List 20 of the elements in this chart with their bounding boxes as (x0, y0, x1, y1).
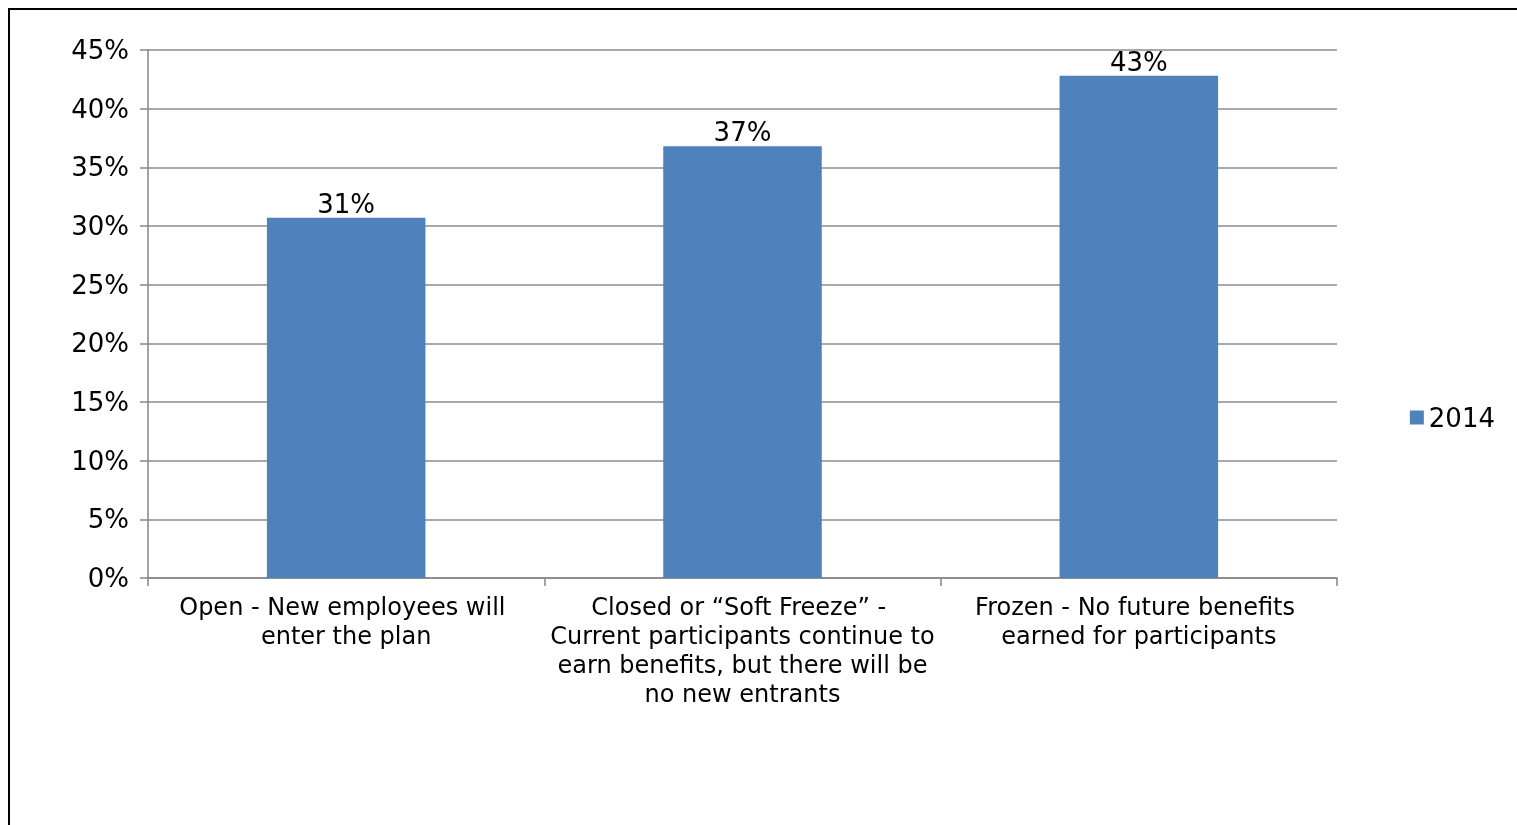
data-label: 37% (713, 117, 772, 148)
data-label: 31% (317, 188, 376, 219)
x-tick-label: Frozen - No future benefits earned for participants (975, 592, 1303, 650)
x-tick-label: Open - New employees will enter the plan (179, 592, 514, 650)
y-tick-label: 35% (71, 152, 129, 183)
y-tick-label: 30% (71, 211, 129, 241)
y-tick-label: 25% (71, 269, 129, 300)
x-tick-label: Closed or “Soft Freeze” - Current participants continue to earn benefits, but there will be no new entrants (549, 592, 936, 708)
y-tick-label: 40% (71, 93, 129, 124)
data-label: 43% (1109, 46, 1168, 77)
y-tick-label: 5% (87, 504, 129, 535)
y-tick-label: 15% (71, 387, 129, 417)
y-tick-label: 20% (71, 328, 129, 359)
bar (266, 217, 426, 578)
y-tick-label: 45% (71, 35, 129, 65)
y-tick-label: 10% (71, 445, 129, 476)
bar (663, 146, 822, 578)
bar (1059, 75, 1219, 578)
legend-label: 2014 (1428, 402, 1495, 433)
y-tick-label: 0% (87, 563, 129, 593)
